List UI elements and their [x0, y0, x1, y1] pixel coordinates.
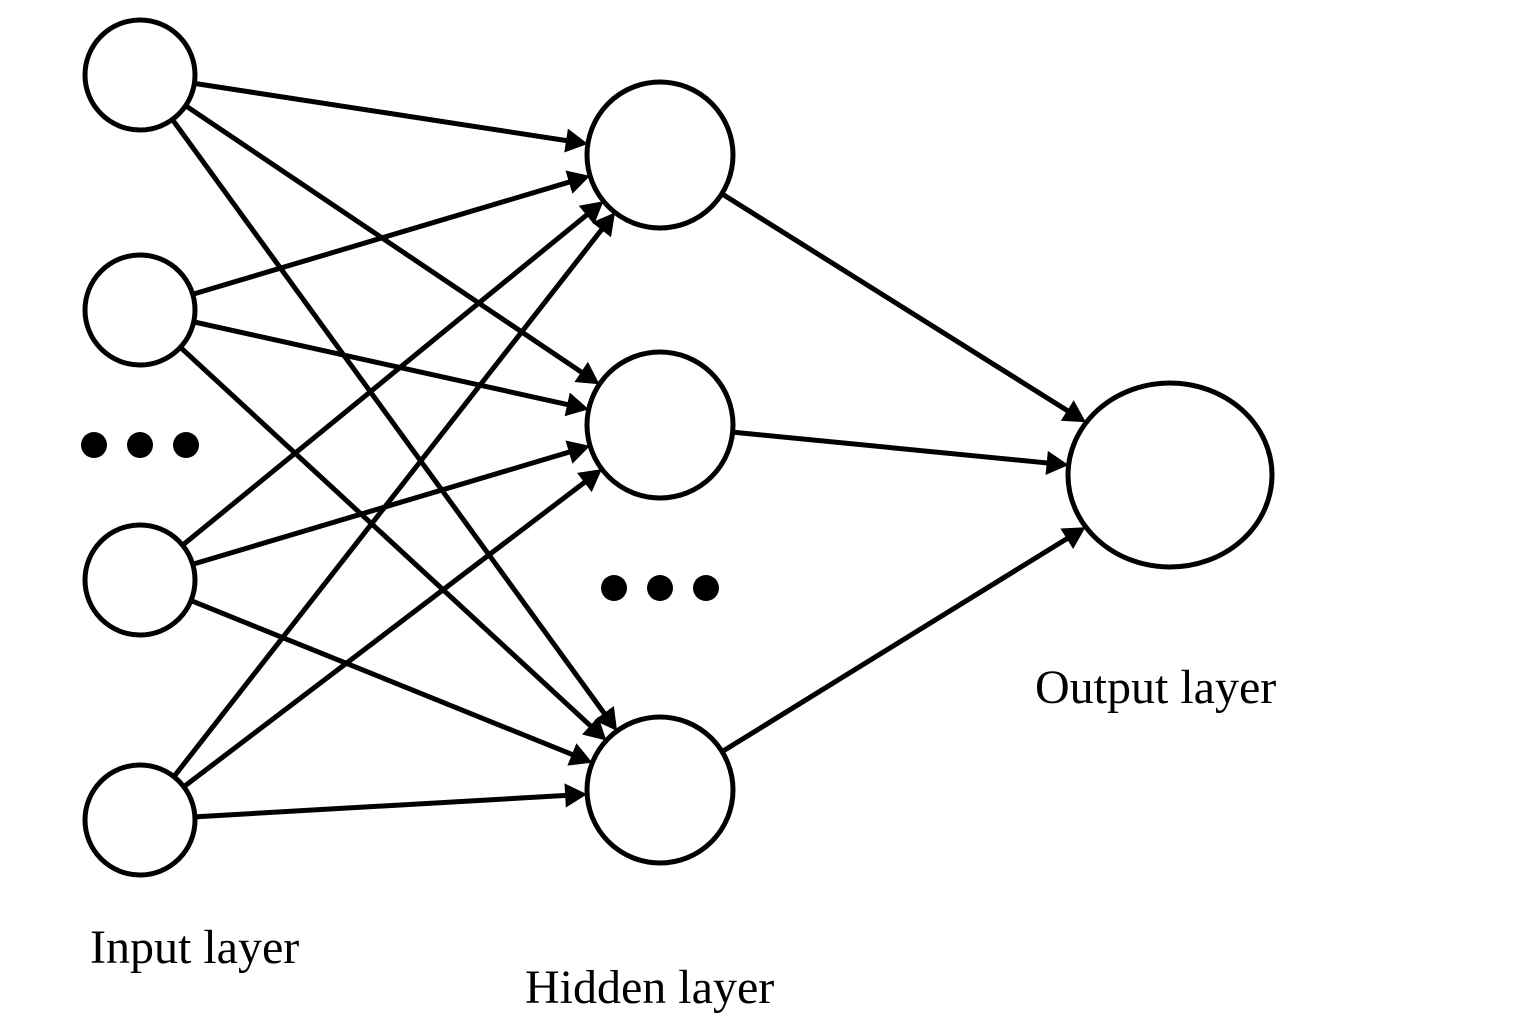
output-node: [1068, 383, 1272, 567]
arrowhead-icon: [564, 129, 588, 153]
neural-network-diagram: Input layer Hidden layer Output layer: [0, 0, 1519, 1033]
ellipsis-dot-icon: [127, 432, 153, 458]
edge: [194, 322, 573, 406]
nodes-group: [81, 20, 1272, 875]
arrowhead-icon: [564, 783, 587, 807]
hidden-node: [587, 352, 733, 498]
edge: [194, 83, 571, 141]
hidden-node: [587, 82, 733, 228]
edge: [193, 181, 575, 295]
edge: [722, 194, 1072, 414]
input-node: [85, 20, 195, 130]
arrowhead-icon: [574, 362, 599, 384]
ellipsis-dot-icon: [601, 575, 627, 601]
arrowhead-icon: [565, 393, 589, 417]
diagram-svg: [0, 0, 1519, 1033]
ellipsis-dot-icon: [693, 575, 719, 601]
arrowhead-icon: [566, 171, 591, 194]
output-layer-label: Output layer: [1035, 660, 1276, 715]
arrowhead-icon: [566, 441, 591, 464]
input-node: [85, 255, 195, 365]
hidden-node: [587, 717, 733, 863]
ellipsis-dot-icon: [173, 432, 199, 458]
edge: [195, 795, 571, 817]
ellipsis-dot-icon: [81, 432, 107, 458]
input-layer-label: Input layer: [90, 920, 299, 975]
edge: [183, 212, 591, 546]
input-node: [85, 525, 195, 635]
edge: [733, 432, 1053, 463]
hidden-layer-label: Hidden layer: [525, 960, 774, 1015]
ellipsis-dot-icon: [647, 575, 673, 601]
edge: [180, 347, 594, 729]
edge: [722, 536, 1071, 752]
arrowhead-icon: [1046, 451, 1069, 475]
input-node: [85, 765, 195, 875]
edge: [184, 479, 589, 787]
arrowhead-icon: [577, 469, 602, 492]
